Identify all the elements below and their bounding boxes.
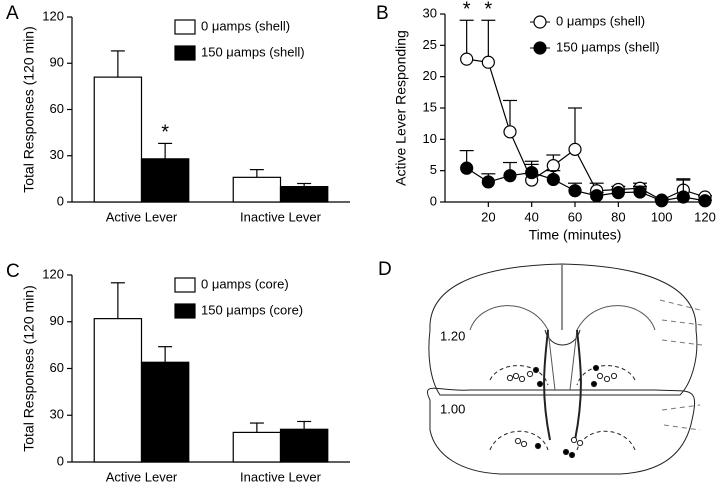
brain-diagram	[427, 263, 703, 475]
y-tick-label: 10	[423, 131, 437, 146]
x-tick-label: Inactive Lever	[240, 209, 322, 224]
marker	[611, 186, 625, 200]
y-tick-label: 25	[423, 37, 437, 52]
marker	[546, 172, 560, 187]
legend-swatch	[174, 45, 196, 61]
y-tick-label: 30	[423, 5, 437, 20]
section-label: 1.00	[440, 401, 465, 416]
marker	[676, 190, 690, 204]
legend-label: 150 μamps (shell)	[201, 44, 305, 59]
marker	[481, 55, 495, 69]
marker	[525, 165, 539, 180]
legend-label: 0 μamps (shell)	[556, 13, 645, 28]
y-tick-label: 20	[423, 68, 437, 83]
bar	[93, 318, 143, 463]
bar	[140, 361, 190, 463]
y-tick-label: 15	[423, 99, 437, 114]
legend-marker	[533, 41, 547, 55]
y-tick-label: 120	[42, 266, 64, 281]
y-tick-label: 0	[57, 193, 64, 208]
annotation: *	[484, 0, 492, 21]
annotation: *	[161, 122, 169, 144]
x-tick-label: Active Lever	[106, 209, 178, 224]
y-tick-label: 90	[50, 313, 64, 328]
panel-label: D	[378, 259, 392, 280]
bar	[232, 176, 282, 203]
bar	[232, 431, 282, 463]
marker	[698, 194, 712, 208]
x-tick-label: Active Lever	[106, 469, 178, 483]
marker	[481, 175, 495, 189]
bar	[279, 185, 329, 203]
bar	[93, 76, 143, 203]
section-label: 1.20	[440, 328, 465, 343]
marker	[503, 169, 517, 183]
series-line	[466, 167, 706, 202]
panel-label: B	[376, 3, 389, 24]
y-axis-label: Total Responses (120 min)	[21, 26, 37, 193]
marker	[568, 184, 582, 198]
marker	[590, 189, 604, 203]
x-tick-label: 100	[651, 209, 673, 224]
legend-label: 150 μamps (core)	[201, 302, 303, 317]
series-line	[466, 58, 706, 201]
y-tick-label: 30	[50, 407, 64, 422]
legend-label: 150 μamps (shell)	[556, 39, 660, 54]
y-tick-label: 60	[50, 101, 64, 116]
x-tick-label: Inactive Lever	[240, 469, 322, 483]
legend-swatch	[174, 303, 196, 319]
x-axis-label: Time (minutes)	[529, 227, 622, 243]
marker	[655, 194, 669, 208]
y-tick-label: 0	[430, 193, 437, 208]
y-tick-label: 0	[57, 453, 64, 468]
y-tick-label: 5	[430, 162, 437, 177]
panel-label: C	[6, 261, 20, 282]
x-tick-label: 120	[694, 209, 716, 224]
y-axis-label: Active Lever Responding	[393, 30, 409, 186]
marker	[503, 125, 517, 139]
x-tick-label: 80	[611, 209, 625, 224]
marker	[568, 142, 582, 156]
y-tick-label: 60	[50, 360, 64, 375]
bar	[279, 428, 329, 463]
legend-label: 0 μamps (core)	[201, 276, 289, 291]
legend-swatch	[174, 19, 196, 35]
y-tick-label: 30	[50, 147, 64, 162]
x-tick-label: 20	[481, 209, 495, 224]
y-tick-label: 90	[50, 55, 64, 70]
marker	[460, 52, 474, 66]
annotation: *	[463, 0, 471, 21]
legend-label: 0 μamps (shell)	[201, 18, 290, 33]
x-tick-label: 60	[568, 209, 582, 224]
legend-marker	[533, 15, 547, 29]
y-axis-label: Total Responses (120 min)	[21, 285, 37, 452]
marker	[546, 159, 560, 173]
bar	[140, 158, 190, 203]
marker	[633, 185, 647, 199]
panel-label: A	[6, 3, 19, 24]
y-tick-label: 120	[42, 8, 64, 23]
legend-swatch	[174, 277, 196, 293]
x-tick-label: 40	[524, 209, 538, 224]
marker	[460, 161, 474, 175]
